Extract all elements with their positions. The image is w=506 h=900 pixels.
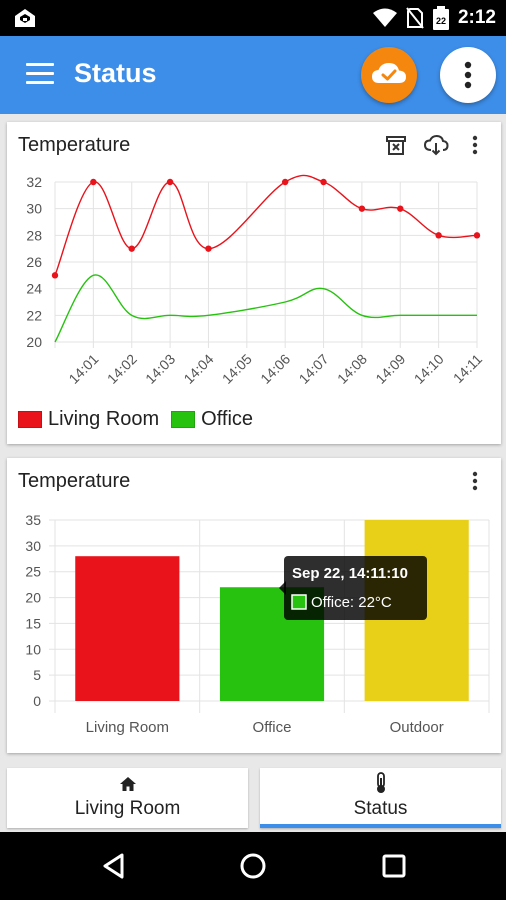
y-tick-label: 30 (25, 538, 41, 554)
y-tick-label: 35 (25, 512, 41, 528)
legend-item-office[interactable]: Office (171, 408, 253, 431)
page-title: Status (74, 58, 157, 88)
tab-status[interactable]: Status (260, 768, 501, 828)
y-tick-label: 5 (33, 667, 41, 683)
tab-selected-indicator (260, 824, 501, 828)
archive-delete-icon[interactable] (385, 134, 407, 156)
x-tick-label: 14:09 (372, 351, 408, 387)
app-notification-icon (15, 9, 35, 27)
bar-living-room (75, 556, 180, 701)
overflow-menu-button[interactable] (440, 47, 496, 103)
x-tick-label: 14:11 (450, 351, 486, 387)
y-tick-label: 15 (25, 615, 41, 631)
series-line-living-room (54, 174, 478, 276)
x-tick-label: 14:05 (219, 351, 255, 387)
cloud-download-icon[interactable] (423, 134, 449, 156)
x-tick-label: Living Room (86, 719, 169, 736)
tab-label: Status (353, 798, 408, 819)
y-tick-label: 30 (26, 201, 42, 217)
y-tick-label: 20 (26, 334, 42, 350)
data-point-living-room (435, 232, 442, 239)
x-tick-label: 14:07 (296, 351, 332, 387)
data-point-living-room (397, 205, 404, 212)
x-tick-label: 14:04 (180, 351, 216, 387)
y-tick-label: 28 (26, 227, 42, 243)
x-tick-label: 14:03 (142, 351, 178, 387)
system-nav-bar (0, 832, 506, 900)
legend-label: Office (201, 408, 254, 430)
home-circle-icon[interactable] (237, 850, 269, 882)
data-point-living-room (205, 245, 212, 252)
menu-icon[interactable] (26, 63, 54, 85)
cloud-check-icon (372, 63, 406, 83)
chart-legend: Living Room Office (18, 408, 265, 431)
app-bar: Status (0, 36, 506, 114)
y-tick-label: 20 (25, 590, 41, 606)
status-icons: 22 2:12 (372, 6, 496, 30)
svg-text:22: 22 (436, 16, 446, 26)
wifi-icon (372, 8, 397, 27)
y-tick-label: 24 (26, 281, 42, 297)
chart-tooltip: Sep 22, 14:11:10 Office: 22°C (279, 556, 427, 620)
legend-label: Living Room (48, 408, 160, 430)
more-vert-icon (464, 61, 472, 89)
data-point-living-room (128, 245, 135, 252)
data-point-living-room (90, 178, 97, 186)
data-point-living-room (166, 178, 174, 186)
thermometer-icon (376, 772, 385, 793)
cloud-sync-button[interactable] (361, 47, 417, 103)
battery-icon: 22 (432, 6, 449, 30)
series-line-office (54, 274, 477, 343)
x-tick-label: 14:02 (104, 351, 140, 387)
bottom-tab-bar: Living Room Status (0, 760, 506, 832)
temperature-line-card: Temperature 20 22 24 26 28 30 32 14:01 14:02 14:… (7, 122, 501, 444)
card-title: Temperature (18, 470, 131, 492)
x-tick-label: 14:10 (411, 351, 447, 387)
tooltip-title: Sep 22, 14:11:10 (292, 565, 408, 582)
home-icon (119, 777, 136, 791)
tab-living-room[interactable]: Living Room (7, 768, 248, 828)
y-tick-label: 0 (33, 693, 41, 709)
x-tick-label: 14:01 (65, 351, 101, 387)
legend-swatch (18, 411, 42, 428)
legend-item-living-room[interactable]: Living Room (18, 408, 159, 431)
data-point-living-room (281, 178, 289, 186)
legend-swatch (171, 411, 196, 428)
tooltip-swatch (291, 594, 307, 610)
y-tick-label: 32 (26, 174, 42, 190)
y-tick-label: 25 (25, 564, 41, 580)
more-vert-icon[interactable] (465, 470, 485, 492)
data-point-living-room (358, 205, 366, 212)
card-title: Temperature (18, 134, 131, 156)
x-tick-label: Office (253, 719, 292, 736)
y-tick-label: 26 (26, 254, 42, 270)
line-chart: 20 22 24 26 28 30 32 14:01 14:02 14:03 14:04 14:05… (26, 174, 486, 387)
data-point-living-room (320, 178, 327, 186)
recents-icon[interactable] (378, 850, 410, 882)
x-tick-label: Outdoor (390, 719, 444, 736)
no-sim-icon (406, 7, 424, 29)
data-point-living-room (473, 232, 481, 239)
temperature-bar-card: Temperature 0 5 10 15 20 25 30 35 Living Room Of… (7, 458, 501, 753)
tab-label: Living Room (74, 798, 181, 819)
x-tick-label: 14:06 (257, 351, 293, 387)
more-vert-icon[interactable] (465, 134, 485, 156)
data-point-living-room (51, 272, 59, 279)
y-tick-label: 22 (26, 307, 42, 323)
tooltip-line: Office: 22°C (311, 594, 392, 611)
back-icon[interactable] (98, 850, 130, 882)
status-bar: 22 2:12 (0, 0, 506, 36)
x-tick-label: 14:08 (334, 351, 370, 387)
clock: 2:12 (457, 7, 496, 28)
y-tick-label: 10 (25, 641, 41, 657)
